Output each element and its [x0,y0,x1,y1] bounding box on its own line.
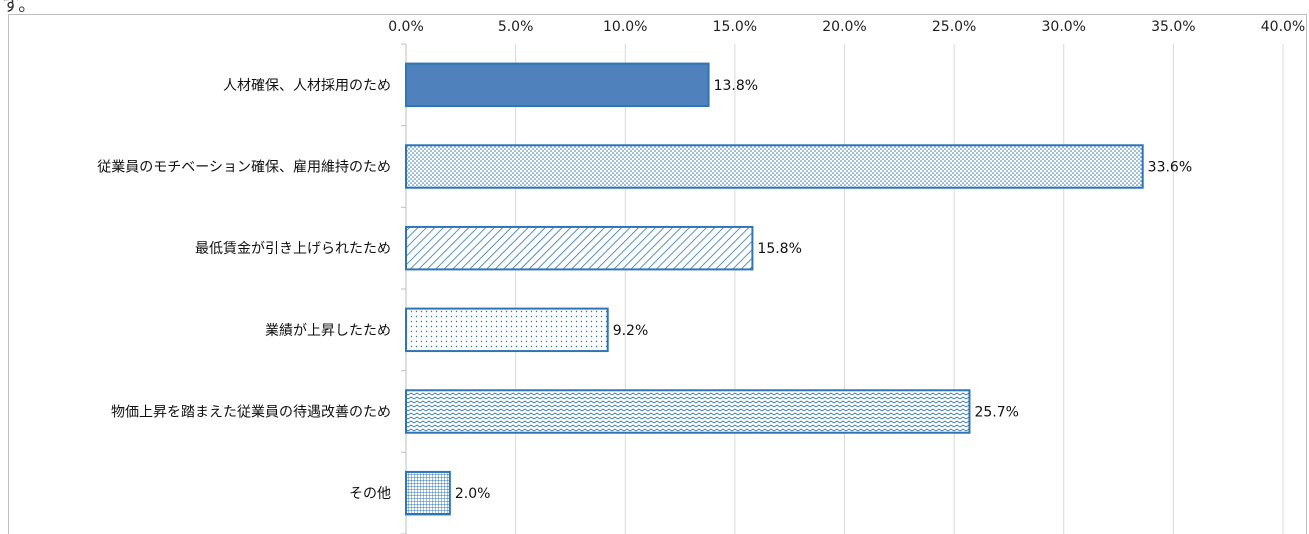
value-label: 9.2% [613,323,649,339]
value-label: 25.7% [974,405,1018,421]
x-tick-label: 10.0% [603,19,647,35]
value-label: 2.0% [455,486,491,502]
x-tick-label: 35.0% [1151,19,1195,35]
value-label: 33.6% [1148,160,1192,176]
plot-frame [8,14,1307,534]
value-label: 15.8% [757,241,801,257]
x-tick-label: 0.0% [388,19,424,35]
category-label: その他 [349,486,391,502]
x-axis: 0.0% 5.0% 10.0% 15.0% 20.0% 25.0% 30.0% 35.0% 40… [388,19,1305,534]
bar [405,470,451,516]
x-tick-label: 20.0% [822,19,866,35]
bar [405,144,1144,189]
value-label: 13.8% [714,78,758,94]
category-label: 人材確保、人材採用のため [223,78,391,94]
x-tick-label: 15.0% [713,19,757,35]
x-tick-label: 40.0% [1261,19,1305,35]
x-tick-label: 5.0% [498,19,534,35]
x-tick-label: 30.0% [1042,19,1086,35]
bar [405,389,971,434]
x-tick-label: 25.0% [932,19,976,35]
clipped-text-fragment: す。 [2,0,37,16]
category-label: 従業員のモチベーション確保、雇用維持のため [97,159,391,176]
bar [405,62,710,108]
bar [405,307,609,353]
category-label: 最低賃金が引き上げられたため [195,241,391,257]
bars: 人材確保、人材採用のため 13.8% 従業員のモチベーション確保、雇用維持のため 33… [97,62,1192,516]
category-label: 業績が上昇したため [265,323,391,339]
category-label: 物価上昇を踏まえた従業員の待遇改善のため [111,405,391,421]
bar [405,225,754,271]
gridlines [515,44,1284,534]
